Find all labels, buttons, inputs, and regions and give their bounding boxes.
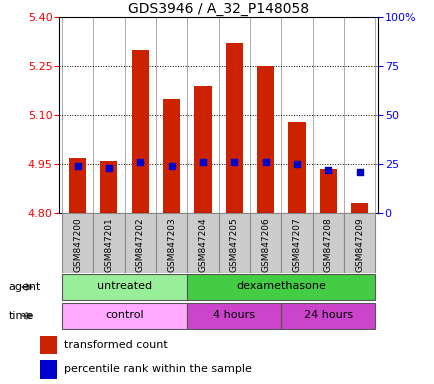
Bar <box>163 99 180 213</box>
FancyBboxPatch shape <box>40 336 57 354</box>
Bar <box>350 203 368 213</box>
Text: 24 hours: 24 hours <box>303 310 352 320</box>
Text: GSM847202: GSM847202 <box>135 217 145 272</box>
Bar <box>225 43 242 213</box>
Text: GSM847209: GSM847209 <box>354 217 363 272</box>
Text: GSM847208: GSM847208 <box>323 217 332 272</box>
Bar <box>256 66 273 213</box>
FancyBboxPatch shape <box>343 213 375 273</box>
Text: control: control <box>105 310 144 320</box>
Point <box>168 163 174 169</box>
FancyBboxPatch shape <box>155 213 187 273</box>
FancyBboxPatch shape <box>250 213 281 273</box>
Text: GSM847203: GSM847203 <box>167 217 176 272</box>
Point <box>293 161 300 167</box>
Text: GSM847200: GSM847200 <box>73 217 82 272</box>
FancyBboxPatch shape <box>187 303 281 329</box>
Point <box>262 159 269 165</box>
Title: GDS3946 / A_32_P148058: GDS3946 / A_32_P148058 <box>128 2 309 16</box>
FancyBboxPatch shape <box>62 303 187 329</box>
Point <box>355 169 362 175</box>
Text: GSM847207: GSM847207 <box>292 217 301 272</box>
Text: percentile rank within the sample: percentile rank within the sample <box>64 364 252 374</box>
Text: time: time <box>9 311 34 321</box>
Bar <box>100 161 117 213</box>
Bar <box>194 86 211 213</box>
Point <box>105 165 112 171</box>
Bar <box>319 169 336 213</box>
Text: GSM847206: GSM847206 <box>260 217 270 272</box>
Bar <box>69 157 86 213</box>
Text: GSM847205: GSM847205 <box>229 217 238 272</box>
FancyBboxPatch shape <box>187 213 218 273</box>
FancyBboxPatch shape <box>40 360 57 379</box>
FancyBboxPatch shape <box>187 274 375 300</box>
FancyBboxPatch shape <box>93 213 124 273</box>
Point <box>136 159 143 165</box>
Point <box>230 159 237 165</box>
FancyBboxPatch shape <box>62 213 93 273</box>
Text: dexamethasone: dexamethasone <box>236 281 326 291</box>
FancyBboxPatch shape <box>62 274 187 300</box>
FancyBboxPatch shape <box>312 213 343 273</box>
Text: 4 hours: 4 hours <box>213 310 255 320</box>
Point <box>199 159 206 165</box>
FancyBboxPatch shape <box>281 213 312 273</box>
Text: agent: agent <box>9 282 41 292</box>
Bar <box>288 122 305 213</box>
Text: transformed count: transformed count <box>64 340 168 350</box>
Point <box>74 163 81 169</box>
FancyBboxPatch shape <box>124 213 155 273</box>
Text: GSM847201: GSM847201 <box>104 217 113 272</box>
Bar <box>132 50 148 213</box>
Point <box>324 167 331 173</box>
Text: GSM847204: GSM847204 <box>198 217 207 272</box>
Text: untreated: untreated <box>97 281 152 291</box>
FancyBboxPatch shape <box>218 213 250 273</box>
FancyBboxPatch shape <box>281 303 375 329</box>
